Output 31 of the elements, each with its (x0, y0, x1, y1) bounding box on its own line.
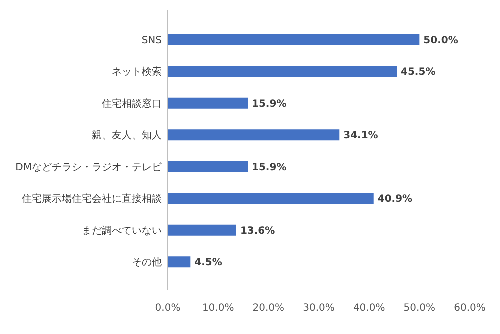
y-tick-label: その他 (132, 256, 162, 269)
bar (168, 256, 191, 268)
bar (168, 34, 420, 46)
x-tick-label: 20.0% (252, 303, 285, 314)
x-tick-label: 10.0% (202, 303, 234, 314)
data-label: 50.0% (424, 35, 458, 46)
y-tick-label: 住宅展示場住宅会社に直接相談 (22, 193, 162, 206)
x-tick-label: 0.0% (155, 303, 181, 314)
bar (168, 161, 248, 172)
y-tick-label: まだ調べていない (82, 224, 162, 237)
data-label: 4.5% (194, 258, 222, 269)
data-label: 13.6% (240, 226, 276, 237)
bar (168, 130, 340, 141)
bar (168, 224, 236, 236)
x-tick-label: 60.0% (454, 303, 486, 314)
x-tick-label: 40.0% (353, 303, 386, 314)
bar (168, 193, 374, 204)
bar (168, 66, 398, 78)
data-label: 40.9% (378, 194, 413, 206)
y-tick-label: 親、友人、知人 (92, 130, 162, 142)
y-tick-label: 住宅相談窓口 (102, 98, 162, 110)
data-label: 15.9% (252, 98, 287, 110)
x-tick-label: 30.0% (303, 303, 335, 314)
data-label: 34.1% (344, 130, 378, 142)
y-tick-label: SNS (142, 35, 162, 46)
y-tick-label: DMなどチラシ・ラジオ・テレビ (16, 162, 163, 174)
x-tick-label: 50.0% (404, 303, 436, 314)
y-tick-label: ネット検索 (112, 66, 162, 78)
bar (168, 98, 248, 109)
data-label: 45.5% (401, 67, 436, 78)
data-label: 15.9% (252, 162, 287, 174)
